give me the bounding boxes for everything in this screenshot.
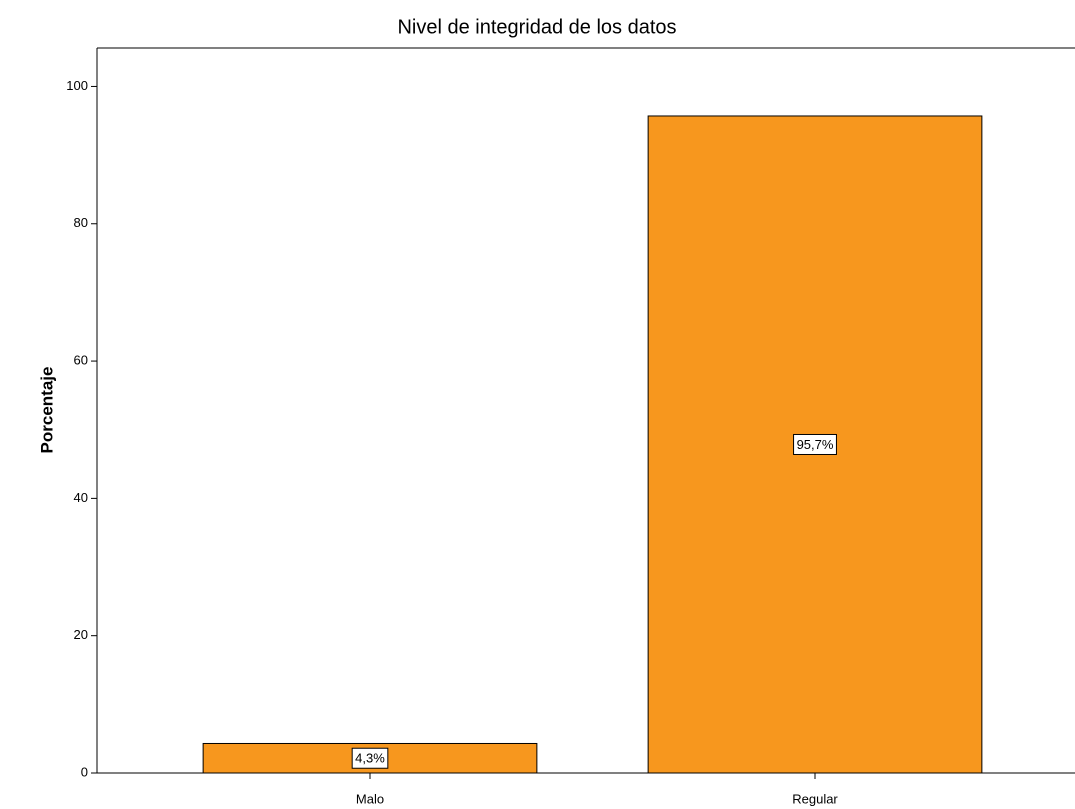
y-tick-label: 20	[74, 627, 88, 642]
value-label-box	[351, 747, 389, 769]
y-axis-title: Porcentaje	[37, 367, 56, 454]
value-label: 95,7%	[797, 437, 834, 452]
y-tick-label: 80	[74, 215, 88, 230]
chart-title: Nivel de integridad de los datos	[397, 16, 676, 38]
x-tick-label: Malo	[356, 791, 384, 806]
y-tick-label: 40	[74, 490, 88, 505]
value-label: 4,3%	[355, 751, 385, 766]
value-label-box	[793, 433, 837, 455]
y-tick-label: 0	[81, 764, 88, 779]
y-tick-label: 100	[66, 78, 88, 93]
y-tick-label: 60	[74, 353, 88, 368]
x-tick-label: Regular	[792, 791, 838, 806]
